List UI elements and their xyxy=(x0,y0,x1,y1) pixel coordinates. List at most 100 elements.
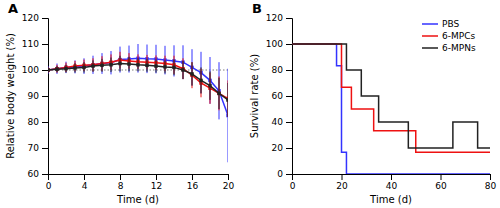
plot-area xyxy=(48,44,228,162)
y-tick: 70 xyxy=(28,143,48,153)
x-tick-mark xyxy=(342,174,343,180)
series xyxy=(48,44,228,162)
x-tick-mark xyxy=(156,174,157,180)
y-tick: 110 xyxy=(22,39,48,49)
marker xyxy=(190,72,193,75)
error-bar xyxy=(147,45,148,74)
y-tick-mark xyxy=(286,148,292,149)
y-tick: 120 xyxy=(266,13,292,23)
y-axis: 020406080100120 xyxy=(266,13,293,179)
y-tick-label: 90 xyxy=(28,91,40,101)
y-tick-label: 120 xyxy=(22,13,39,23)
y-tick: 80 xyxy=(28,117,48,127)
x-tick-label: 60 xyxy=(435,181,447,191)
x-tick-mark xyxy=(84,174,85,180)
series xyxy=(292,44,490,148)
x-tick-mark xyxy=(391,174,392,180)
x-tick-label: 40 xyxy=(386,181,398,191)
x-tick: 40 xyxy=(386,174,398,191)
y-tick: 100 xyxy=(22,65,48,75)
error-bar xyxy=(228,69,229,163)
x-tick: 0 xyxy=(46,174,52,191)
y-axis-line xyxy=(42,19,49,175)
y-tick-mark xyxy=(42,174,48,175)
marker xyxy=(199,79,202,82)
x-axis: 020406080 xyxy=(290,174,497,191)
y-tick-mark xyxy=(42,70,48,71)
x-tick-label: 16 xyxy=(187,181,199,191)
x-tick-label: 4 xyxy=(82,181,88,191)
x-tick-label: 12 xyxy=(151,181,162,191)
error-bar xyxy=(165,46,166,75)
marker xyxy=(145,64,148,67)
legend-item: PBS xyxy=(422,19,459,29)
x-tick-label: 20 xyxy=(223,181,235,191)
y-tick-label: 110 xyxy=(22,39,39,49)
y-tick-mark xyxy=(286,122,292,123)
panel: 020406080020406080100120Time (d)Survival… xyxy=(249,1,496,205)
legend-item: 6-MPCs xyxy=(422,31,475,41)
y-tick: 60 xyxy=(272,91,292,101)
x-tick: 4 xyxy=(82,174,88,191)
y-tick-mark xyxy=(42,148,48,149)
marker xyxy=(100,64,103,67)
legend-label: PBS xyxy=(442,19,459,29)
marker xyxy=(82,66,85,69)
marker xyxy=(109,63,112,66)
series-line xyxy=(292,44,490,174)
y-tick: 0 xyxy=(277,169,292,179)
x-tick: 80 xyxy=(485,174,497,191)
x-axis-title: Time (d) xyxy=(116,194,159,205)
x-tick: 8 xyxy=(118,174,124,191)
error-bar xyxy=(120,47,121,73)
marker xyxy=(136,63,139,66)
x-axis-title: Time (d) xyxy=(369,194,412,205)
marker xyxy=(217,92,220,95)
marker xyxy=(48,68,50,71)
marker xyxy=(64,67,67,70)
y-tick-mark xyxy=(42,18,48,19)
x-tick: 16 xyxy=(187,174,199,191)
x-tick-mark xyxy=(120,174,121,180)
y-tick-label: 70 xyxy=(28,143,40,153)
x-tick-label: 20 xyxy=(336,181,348,191)
marker xyxy=(55,67,58,70)
series-line xyxy=(292,44,490,152)
legend: PBS 6-MPCs 6-MPNs xyxy=(422,19,476,53)
legend-label: 6-MPCs xyxy=(442,31,475,41)
marker xyxy=(172,66,175,69)
error-bar xyxy=(201,52,202,94)
series-line xyxy=(48,60,228,98)
error-bar xyxy=(174,45,175,76)
x-tick-label: 80 xyxy=(485,181,497,191)
y-tick: 60 xyxy=(28,169,48,179)
error-bar xyxy=(156,45,157,74)
x-tick-label: 8 xyxy=(118,181,124,191)
y-tick-label: 0 xyxy=(277,169,283,179)
x-tick-label: 0 xyxy=(46,181,52,191)
marker xyxy=(73,66,76,69)
legend-label: 6-MPNs xyxy=(442,43,476,53)
series xyxy=(292,44,490,174)
y-tick-label: 20 xyxy=(272,143,284,153)
series-line xyxy=(292,44,490,148)
y-axis-line xyxy=(286,19,293,175)
legend-item: 6-MPNs xyxy=(422,43,476,53)
y-tick-mark xyxy=(286,174,292,175)
x-tick: 12 xyxy=(151,174,162,191)
error-bar xyxy=(138,44,139,73)
x-tick-mark xyxy=(228,174,229,180)
x-tick: 20 xyxy=(223,174,235,191)
y-tick-mark xyxy=(42,44,48,45)
marker xyxy=(127,62,130,65)
x-tick-mark xyxy=(490,174,491,180)
x-axis-line xyxy=(49,175,229,181)
marker xyxy=(48,68,50,71)
y-tick-mark xyxy=(42,122,48,123)
y-tick: 120 xyxy=(22,13,48,23)
x-axis-line xyxy=(293,175,491,181)
error-bar xyxy=(192,49,193,85)
error-bar xyxy=(111,51,112,74)
error-bar xyxy=(129,46,130,73)
y-tick-mark xyxy=(286,44,292,45)
